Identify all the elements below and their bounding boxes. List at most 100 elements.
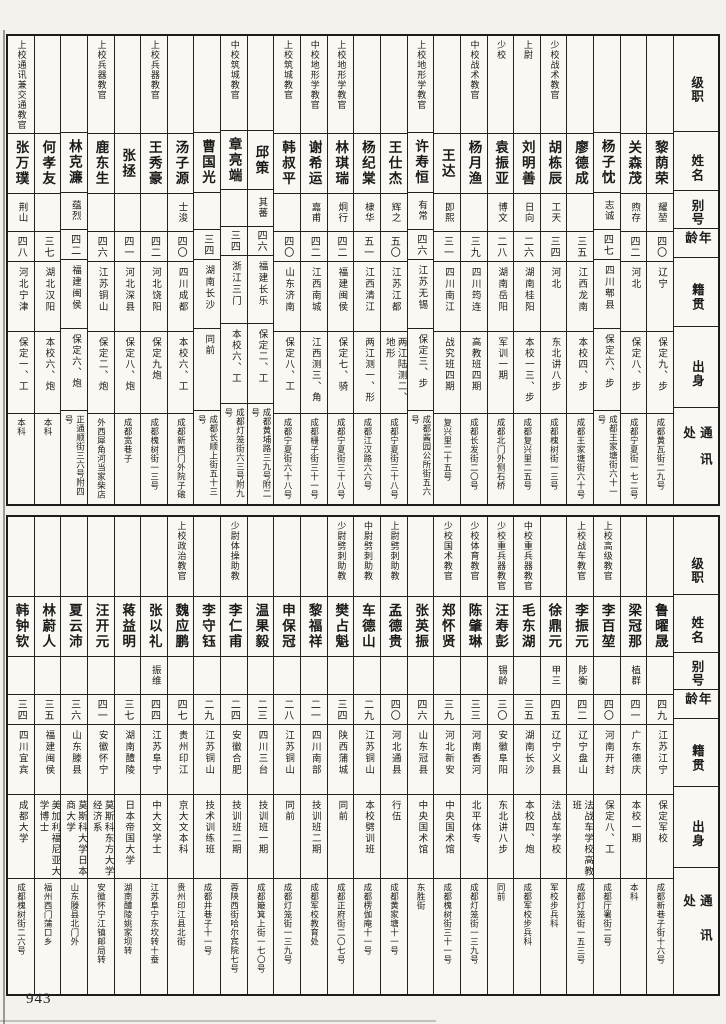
- person-alias: 蕴烈: [69, 200, 80, 222]
- address-cell: 成都灯笼街一三九号: [274, 879, 300, 994]
- person-address: 成都宽巷子: [123, 418, 134, 463]
- person-age: 四〇: [654, 235, 666, 258]
- age-cell: 四六: [87, 232, 114, 262]
- header-native-label: 籍贯: [689, 743, 704, 773]
- rank-cell: [247, 517, 274, 597]
- header-name-label: 姓名: [689, 153, 704, 183]
- name-cell: 李百堃: [594, 597, 620, 657]
- person-address: 成都新巷子街十六号: [655, 883, 666, 964]
- person-origin: 高教班四期: [469, 337, 480, 392]
- person-rank: 上校高级教官: [602, 521, 613, 581]
- origin-cell: 本校一期: [620, 795, 647, 879]
- name-cell: 杨月渔: [460, 134, 487, 194]
- origin-cell: 保定九炮: [141, 332, 167, 414]
- person-column: 温果毅 二三 四川三台 技训班一期 成都簸箕上街一七〇号: [246, 517, 274, 994]
- address-cell: 成都槐树街二六号: [8, 879, 34, 994]
- rank-cell: 上尉劈刺助教: [380, 517, 407, 597]
- person-age: 三三: [468, 698, 480, 721]
- person-address: 成都槐树街二六号: [16, 883, 27, 955]
- rank-cell: 少尉体操助教: [221, 517, 247, 597]
- rank-cell: [434, 36, 460, 134]
- person-age: 三七: [41, 235, 53, 258]
- person-column: 少校战术教官 胡栋辰 工天 三四 河北 东北讲八步 成都槐树街一三号: [539, 36, 567, 504]
- roster-tables-area: 级职 姓名 别号 年龄 籍贯 出身 通讯处 黎荫荣 耀堃 四〇 辽宁 保定九、步 成都黄瓦街二九号 关森茂…: [6, 34, 720, 996]
- origin-cell: 保定二、炮: [87, 332, 114, 414]
- person-rank: 上尉: [522, 40, 533, 60]
- person-origin: 日本帝国大学: [123, 800, 134, 866]
- person-name: 梁冠那: [626, 603, 642, 650]
- alias-cell: 士浚: [167, 194, 194, 232]
- age-cell: 四〇: [274, 232, 301, 262]
- rank-cell: 少校重兵器教官: [487, 517, 514, 597]
- person-native: 浙江三门: [229, 260, 240, 307]
- person-rank: 上校地形学教官: [336, 40, 347, 110]
- person-address: 成都黄埔路三九号附二号: [250, 407, 273, 498]
- header-address-label: 通讯处: [681, 426, 712, 480]
- native-cell: 湖南长沙: [514, 725, 540, 795]
- person-alias: 振维: [149, 665, 160, 686]
- person-native: 江西清江: [363, 267, 374, 313]
- alias-cell: 蕴烈: [61, 193, 87, 231]
- person-native: 湖南桂阳: [522, 267, 533, 313]
- native-cell: 四川筠连: [460, 262, 487, 332]
- origin-cell: 行伍: [380, 795, 407, 879]
- origin-cell: 保定八、步: [620, 332, 647, 414]
- person-name: 温果毅: [253, 603, 269, 650]
- alias-cell: [194, 657, 221, 695]
- address-cell: 复兴里二十五号: [434, 414, 460, 504]
- person-age: 三四: [228, 229, 240, 252]
- origin-cell: 保定八、炮: [114, 332, 141, 414]
- native-cell: 广东德庆: [620, 725, 647, 795]
- address-cell: 成都井巷子十一号: [194, 879, 220, 994]
- name-cell: 汪寿彭: [487, 597, 514, 657]
- origin-cell: 中大文学士: [141, 795, 167, 879]
- person-age: 二八: [494, 235, 506, 258]
- age-cell: 四二: [567, 695, 594, 725]
- origin-cell: 法战车学校高教班: [567, 795, 594, 879]
- person-native: 四川宜宾: [16, 730, 27, 776]
- person-age: 四〇: [388, 698, 400, 721]
- header-age-cell: 年龄: [674, 690, 718, 719]
- rank-cell: 中校地形学教官: [301, 36, 327, 134]
- origin-cell: 中央国术馆: [407, 795, 434, 879]
- person-name: 林琪瑞: [333, 140, 349, 187]
- header-address-label: 通讯处: [681, 894, 712, 964]
- name-cell: 王达: [434, 134, 460, 194]
- person-address: 贵州印江县北街: [176, 883, 187, 946]
- person-column: 少尉劈刺助教 樊占魁 三四 陕西蒲城 同前 成都正府街二〇七号: [326, 517, 354, 994]
- person-column: 少尉体操助教 李仁甫 二四 安徽合肥 技训班二期 蓉陕西街哈尔宾院七号: [220, 517, 247, 994]
- native-cell: 江苏无锡: [407, 260, 434, 330]
- person-origin: 保定八、工: [602, 800, 613, 855]
- name-cell: 韩叔平: [274, 134, 301, 194]
- person-rank: 少尉体操助教: [229, 521, 240, 581]
- person-address: 成都黄家塘十一号: [389, 883, 400, 955]
- native-cell: 四川南江: [434, 262, 460, 332]
- person-name: 黎荫荣: [652, 140, 668, 187]
- native-cell: 山东济南: [274, 262, 301, 332]
- native-cell: 河南香河: [460, 725, 487, 795]
- person-native: 安徽阜阳: [496, 730, 507, 776]
- person-address: 成都宁夏街一七二号: [629, 418, 640, 499]
- person-age: 四二: [148, 235, 160, 258]
- header-native-label: 籍贯: [689, 283, 704, 313]
- person-address: 福州西门蒲口乡: [43, 883, 54, 946]
- person-origin: 保定一、工: [16, 337, 27, 392]
- person-name: 张万璞: [13, 140, 29, 187]
- native-cell: 四川三台: [247, 725, 274, 795]
- rank-cell: [594, 36, 620, 134]
- rank-cell: 上校兵器教官: [141, 36, 167, 134]
- address-cell: 成都灯笼街一五三号: [567, 879, 593, 994]
- person-column: 申保冠 二八 江苏铜山 同前 成都灯笼街一三九号: [273, 517, 301, 994]
- address-cell: 山东滕县北门外: [61, 879, 87, 994]
- person-origin: 保定军校: [656, 800, 667, 844]
- age-cell: 四〇: [167, 232, 194, 262]
- person-name: 关森茂: [626, 140, 642, 187]
- person-age: 四二: [68, 233, 80, 256]
- person-column: 廖德成 三五 江西龙南 本校四、步 成都王家塘街六十号: [566, 36, 594, 504]
- origin-cell: 保定九、步: [647, 332, 673, 414]
- alias-cell: 陟衡: [567, 657, 594, 695]
- origin-cell: 高教班四期: [460, 332, 487, 414]
- person-column: 汤子源 士浚 四〇 四川成都 本校六、工 成都新西门外院子磙: [166, 36, 194, 504]
- header-alias-label: 别号: [689, 660, 704, 688]
- origin-cell: 成都大学: [7, 795, 34, 879]
